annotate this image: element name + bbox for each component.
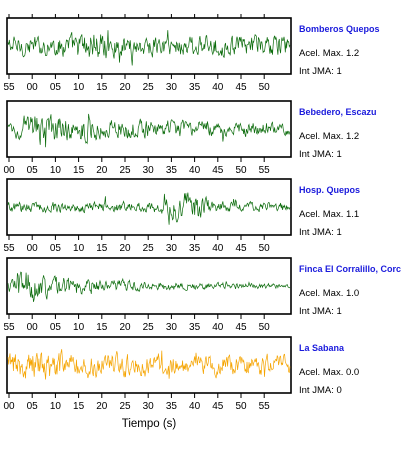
tick-label: 10 — [50, 401, 62, 412]
waveform-trace — [7, 30, 291, 66]
tick-label: 00 — [3, 401, 15, 412]
tick-label: 45 — [235, 322, 247, 333]
tick-label: 50 — [259, 322, 271, 333]
tick-label: 10 — [73, 82, 85, 93]
tick-label: 15 — [73, 401, 85, 412]
jma-intensity-label: Int JMA: 1 — [299, 66, 342, 77]
tick-label: 35 — [189, 82, 201, 93]
tick-label: 40 — [189, 165, 201, 176]
tick-label: 30 — [143, 165, 155, 176]
accel-max-label: Acel. Max. 1.0 — [299, 288, 359, 299]
tick-label: 30 — [143, 401, 155, 412]
accel-max-label: Acel. Max. 0.0 — [299, 367, 359, 378]
tick-label: 00 — [3, 165, 15, 176]
waveform-trace — [7, 271, 291, 302]
tick-label: 10 — [73, 322, 85, 333]
tick-label: 05 — [27, 401, 39, 412]
tick-label: 15 — [73, 165, 85, 176]
tick-label: 30 — [166, 322, 178, 333]
panel-frame — [6, 257, 292, 315]
tick-label: 35 — [166, 401, 178, 412]
tick-label: 05 — [50, 322, 62, 333]
tick-label: 30 — [166, 243, 178, 254]
tick-label: 25 — [143, 322, 155, 333]
x-axis-label: Tiempo (s) — [122, 418, 177, 430]
jma-intensity-label: Int JMA: 1 — [299, 227, 342, 238]
tick-label: 35 — [189, 243, 201, 254]
tick-label: 55 — [3, 322, 15, 333]
tick-label: 15 — [96, 82, 108, 93]
tick-label: 15 — [96, 322, 108, 333]
tick-label: 40 — [212, 82, 224, 93]
tick-label: 50 — [235, 401, 247, 412]
tick-label: 25 — [119, 165, 131, 176]
tick-label: 40 — [212, 243, 224, 254]
station-panel: 55 00 05 10 15 20 25 30 35 40 45 50 Finca El Corrali… — [3, 257, 401, 333]
tick-label: 00 — [27, 322, 39, 333]
tick-label: 20 — [96, 165, 108, 176]
tick-label: 45 — [212, 401, 224, 412]
panel-frame — [6, 336, 292, 394]
tick-label: 20 — [96, 401, 108, 412]
tick-label: 35 — [189, 322, 201, 333]
station-name: Bebedero, Escazu — [299, 107, 377, 117]
tick-label: 05 — [27, 165, 39, 176]
tick-label: 05 — [50, 82, 62, 93]
waveform-trace — [7, 192, 291, 225]
tick-label: 20 — [119, 82, 131, 93]
tick-label: 50 — [259, 243, 271, 254]
station-panel: 00 05 10 15 20 25 30 35 40 45 50 55 Bebedero, Escazu… — [3, 100, 377, 176]
station-name: Hosp. Quepos — [299, 185, 360, 195]
tick-label: 05 — [50, 243, 62, 254]
station-name: Bomberos Quepos — [299, 24, 380, 34]
seismogram-panels: 55 00 05 10 15 20 25 30 35 40 45 50 Bomberos Quepos A… — [3, 14, 401, 412]
jma-intensity-label: Int JMA: 1 — [299, 306, 342, 317]
tick-label: 10 — [50, 165, 62, 176]
tick-label: 55 — [3, 243, 15, 254]
tick-label: 00 — [27, 243, 39, 254]
accel-max-label: Acel. Max. 1.2 — [299, 131, 359, 142]
jma-intensity-label: Int JMA: 1 — [299, 149, 342, 160]
tick-label: 45 — [235, 243, 247, 254]
station-panel: 55 00 05 10 15 20 25 30 35 40 45 50 Hosp. Quepos Acel… — [3, 178, 360, 254]
tick-label: 25 — [119, 401, 131, 412]
tick-label: 50 — [235, 165, 247, 176]
tick-label: 30 — [166, 82, 178, 93]
tick-label: 20 — [119, 243, 131, 254]
tick-label: 20 — [119, 322, 131, 333]
tick-label: 25 — [143, 82, 155, 93]
tick-label: 50 — [259, 82, 271, 93]
panel-frame — [6, 178, 292, 236]
station-panel: 55 00 05 10 15 20 25 30 35 40 45 50 Bomberos Quepos A… — [3, 14, 380, 93]
jma-intensity-label: Int JMA: 0 — [299, 385, 342, 396]
station-name: Finca El Corralillo, Corc — [299, 264, 401, 274]
station-panel: 00 05 10 15 20 25 30 35 40 45 50 55 La Sabana Acel. M… — [3, 336, 359, 412]
tick-label: 45 — [212, 165, 224, 176]
tick-label: 35 — [166, 165, 178, 176]
waveform-trace — [7, 113, 291, 148]
accel-max-label: Acel. Max. 1.2 — [299, 48, 359, 59]
station-name: La Sabana — [299, 343, 345, 353]
tick-label: 40 — [212, 322, 224, 333]
tick-label: 15 — [96, 243, 108, 254]
panel-frame — [6, 17, 292, 75]
accel-max-label: Acel. Max. 1.1 — [299, 209, 359, 220]
tick-label: 55 — [3, 82, 15, 93]
tick-label: 55 — [259, 165, 271, 176]
tick-label: 10 — [73, 243, 85, 254]
tick-label: 25 — [143, 243, 155, 254]
tick-label: 00 — [27, 82, 39, 93]
tick-label: 45 — [235, 82, 247, 93]
tick-label: 40 — [189, 401, 201, 412]
waveform-trace — [7, 349, 291, 380]
tick-label: 55 — [259, 401, 271, 412]
panel-frame — [6, 100, 292, 158]
